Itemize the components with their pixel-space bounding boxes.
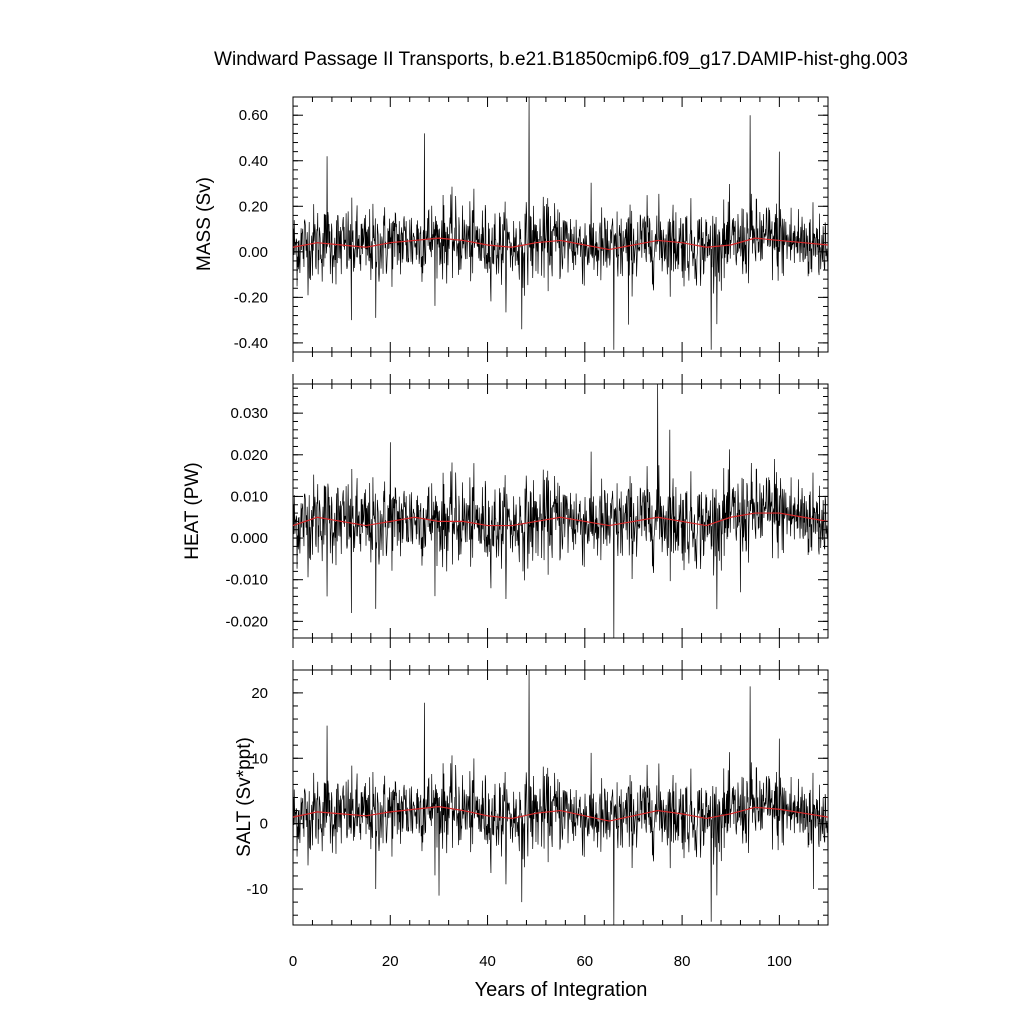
- y-tick-label: -0.020: [225, 613, 268, 630]
- y-tick-label: 20: [251, 685, 268, 702]
- salt-x-ticks: [292, 660, 819, 925]
- x-axis-tick-labels: 0 20 40 60 80 100: [289, 953, 792, 970]
- raw-series-line: [292, 383, 829, 639]
- x-axis-label: Years of Integration: [475, 979, 648, 1001]
- y-tick-label: 0.20: [239, 198, 268, 215]
- raw-series-line: [292, 96, 829, 350]
- heat-y-axis: -0.020 -0.010 0.000 0.010 0.020 0.030: [225, 387, 828, 639]
- heat-x-ticks: [292, 374, 819, 648]
- salt-y-axis-label: SALT (Sv*ppt): [234, 737, 255, 857]
- smoothed-series-line: [292, 806, 829, 822]
- heat-panel-frame: [292, 383, 829, 639]
- heat-y-axis-label: HEAT (PW): [182, 462, 203, 559]
- y-tick-label: 0.40: [239, 153, 268, 170]
- y-tick-label: 10: [251, 750, 268, 767]
- y-tick-label: 0.030: [230, 405, 268, 422]
- salt-panel: -10 0 10 20 SALT (Sv*ppt): [234, 660, 829, 926]
- heat-panel: -0.020 -0.010 0.000 0.010 0.020 0.030 HEAT (P…: [182, 374, 829, 648]
- y-tick-label: 0.020: [230, 447, 268, 464]
- y-tick-label: 0.00: [239, 244, 268, 261]
- y-tick-label: 0.000: [230, 530, 268, 547]
- mass-smoothed-series: [292, 237, 829, 251]
- x-tick-label: 100: [767, 953, 792, 970]
- chart-title: Windward Passage II Transports, b.e21.B1…: [214, 49, 908, 70]
- y-tick-label: -10: [246, 881, 268, 898]
- x-tick-label: 0: [289, 953, 297, 970]
- x-tick-label: 20: [382, 953, 399, 970]
- x-tick-label: 80: [674, 953, 691, 970]
- salt-y-axis: -10 0 10 20: [246, 679, 828, 916]
- mass-y-axis-label: MASS (Sv): [194, 177, 215, 271]
- y-tick-label: -0.010: [225, 572, 268, 589]
- y-tick-label: -0.20: [234, 289, 268, 306]
- mass-panel: -0.40 -0.20 0.00 0.20 0.40 0.60 MASS (Sv): [194, 96, 829, 362]
- x-tick-label: 60: [576, 953, 593, 970]
- mass-x-ticks: [292, 97, 819, 362]
- y-tick-label: 0.010: [230, 488, 268, 505]
- salt-smoothed-series: [292, 806, 829, 822]
- mass-y-axis: -0.40 -0.20 0.00 0.20 0.40 0.60: [234, 96, 828, 353]
- heat-raw-series: [292, 383, 829, 639]
- raw-series-line: [292, 669, 829, 926]
- x-tick-label: 40: [479, 953, 496, 970]
- mass-raw-series: [292, 96, 829, 350]
- smoothed-series-line: [292, 237, 829, 251]
- y-tick-label: 0.60: [239, 107, 268, 124]
- heat-smoothed-series: [292, 512, 829, 527]
- smoothed-series-line: [292, 512, 829, 527]
- y-tick-label: -0.40: [234, 335, 268, 352]
- salt-raw-series: [292, 669, 829, 926]
- y-tick-label: 0: [260, 816, 268, 833]
